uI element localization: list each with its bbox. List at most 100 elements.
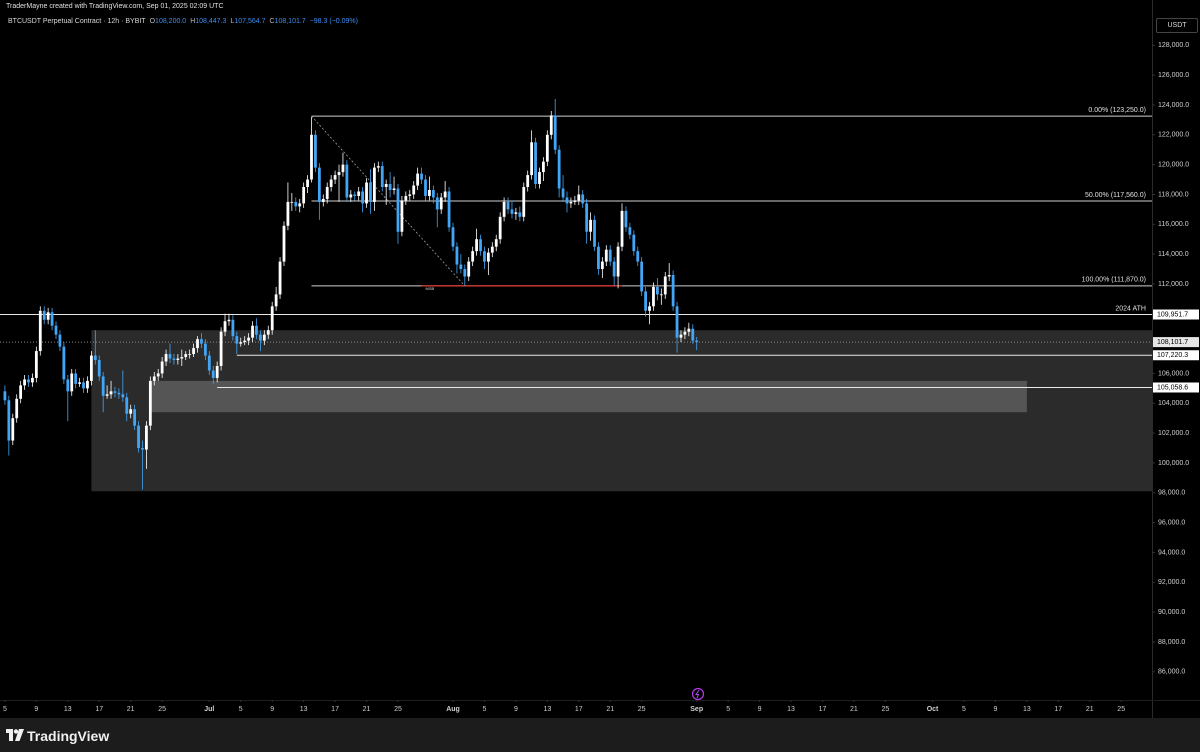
- candle-body: [655, 286, 659, 295]
- candle-body: [251, 325, 254, 338]
- x-tick-label: 9: [514, 706, 518, 713]
- candle-body: [420, 173, 423, 180]
- candle-body: [675, 306, 679, 338]
- y-tick-label: 120,000.0: [1158, 161, 1189, 168]
- candle-body: [215, 365, 219, 378]
- x-tick-label: 17: [1054, 706, 1062, 713]
- candle-body: [636, 251, 640, 262]
- price-label-box: [1153, 309, 1199, 320]
- candle-body: [152, 376, 156, 381]
- candle-body: [573, 200, 577, 202]
- currency[interactable]: USDT: [1156, 18, 1198, 33]
- candle-body: [522, 187, 526, 217]
- candle-body: [129, 409, 133, 414]
- candle-body: [262, 334, 266, 341]
- x-tick-label: 5: [3, 706, 7, 713]
- candle-body: [7, 400, 11, 441]
- last-price-box: [1153, 337, 1199, 348]
- price-label-box: [1153, 350, 1199, 361]
- candle-body: [207, 355, 211, 371]
- candle-body: [486, 252, 490, 262]
- candle-body: [156, 373, 160, 377]
- candle-body: [510, 209, 514, 214]
- candle-body: [451, 227, 455, 247]
- y-tick-label: 88,000.0: [1158, 639, 1185, 646]
- x-tick-label: 25: [638, 706, 646, 713]
- candle-body: [365, 182, 368, 204]
- candle-body: [23, 379, 26, 386]
- footer: TradingView: [0, 718, 1200, 752]
- legend-key: C: [269, 18, 275, 25]
- candle-body: [376, 166, 380, 168]
- candle-body: [349, 194, 353, 198]
- y-tick-label: 118,000.0: [1158, 191, 1189, 198]
- candle-body: [86, 380, 89, 389]
- x-tick-label: 5: [239, 706, 243, 713]
- candle-body: [408, 194, 412, 196]
- candle-body: [624, 210, 628, 228]
- candle-body: [412, 185, 416, 195]
- candle-body: [561, 188, 565, 198]
- candle-body: [11, 418, 15, 441]
- zone: [150, 380, 1027, 413]
- candle-body: [663, 276, 667, 295]
- candle-body: [219, 331, 223, 366]
- candle-body: [542, 161, 545, 173]
- candle-body: [290, 201, 294, 203]
- candle-body: [121, 394, 125, 398]
- candle-body: [89, 355, 93, 381]
- candle-body: [549, 115, 553, 135]
- x-tick-label: 21: [606, 706, 614, 713]
- y-tick-label: 124,000.0: [1158, 102, 1189, 109]
- y-tick-label: 116,000.0: [1158, 221, 1189, 228]
- candle-body: [632, 234, 636, 252]
- candle-body: [145, 425, 148, 450]
- candle-body: [125, 397, 129, 414]
- candle-body: [298, 203, 302, 207]
- candle-body: [581, 194, 585, 204]
- candle-body: [600, 261, 604, 270]
- candle-body: [325, 187, 329, 199]
- x-tick-label: 17: [331, 706, 339, 713]
- candle-body: [50, 312, 54, 326]
- candle-body: [294, 201, 298, 207]
- plot-area: 0.00% (123,250.0) 50.00% (117,560.0) 100.0…: [0, 99, 1152, 492]
- candle-body: [38, 310, 42, 352]
- candle-body: [667, 275, 671, 277]
- candle-body: [494, 239, 498, 247]
- candle-body: [620, 210, 624, 247]
- x-tick-label: 17: [575, 706, 583, 713]
- candle-body: [306, 179, 309, 188]
- candle-body: [361, 191, 364, 204]
- x-tick-label: 17: [819, 706, 827, 713]
- candle-body: [282, 225, 286, 262]
- candle-body: [471, 251, 475, 262]
- candle-body: [196, 339, 199, 349]
- candle-body: [612, 261, 616, 277]
- candle-body: [648, 306, 651, 311]
- candle-body: [447, 191, 451, 228]
- candle-body: [97, 360, 101, 377]
- candle-body: [530, 142, 534, 176]
- candle-body: [455, 246, 459, 265]
- candle-body: [369, 182, 372, 202]
- candle-body: [514, 212, 518, 214]
- candle-body: [475, 239, 478, 252]
- candle-body: [3, 391, 7, 401]
- candle-body: [105, 394, 109, 396]
- y-tick-label: 92,000.0: [1158, 579, 1185, 586]
- candle-body: [223, 321, 227, 332]
- candle-body: [400, 200, 404, 232]
- x-tick-label: Jul: [204, 706, 214, 713]
- y-tick-label: 86,000.0: [1158, 669, 1185, 676]
- candle-body: [278, 261, 282, 295]
- candle-body: [141, 448, 144, 450]
- legend-value: −98.3 (−0.09%): [309, 18, 358, 25]
- candle-body: [274, 294, 278, 307]
- candle-body: [211, 370, 215, 378]
- x-tick-label: 13: [300, 706, 308, 713]
- x-tick-label: 25: [394, 706, 402, 713]
- candle-body: [671, 275, 675, 307]
- candle-body: [431, 189, 435, 198]
